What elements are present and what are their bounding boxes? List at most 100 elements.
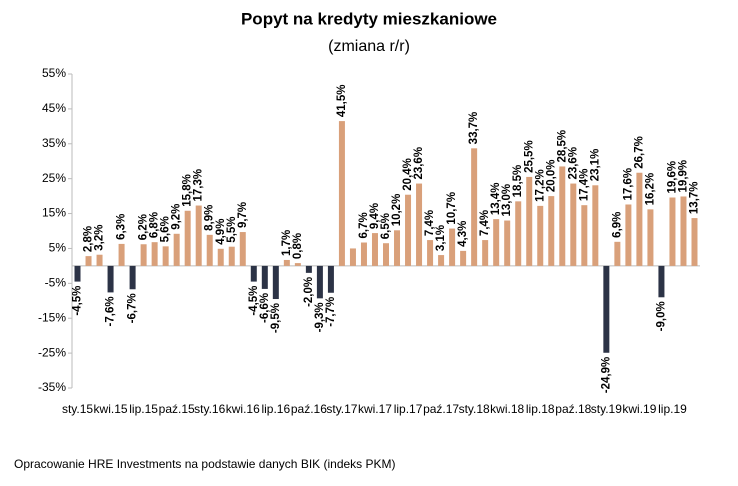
data-label: 15,8% xyxy=(182,174,194,207)
x-tick-label: sty.17 xyxy=(326,402,357,416)
bar xyxy=(680,196,687,266)
y-tick-label: 55% xyxy=(42,66,66,80)
data-label: 8,9% xyxy=(204,205,216,231)
bar xyxy=(239,232,246,266)
y-tick-label: 5% xyxy=(49,241,67,255)
data-label: 4,3% xyxy=(457,221,469,247)
bar xyxy=(305,265,312,273)
bar xyxy=(327,265,334,293)
data-label: -6,6% xyxy=(259,293,271,323)
bar xyxy=(537,205,544,266)
data-label: 19,6% xyxy=(666,161,678,194)
bar xyxy=(548,196,555,266)
bar xyxy=(515,201,522,266)
data-label: 1,7% xyxy=(281,230,293,256)
bar xyxy=(96,254,103,266)
data-label: 7,4% xyxy=(479,210,491,236)
bar xyxy=(261,265,268,289)
data-label: 23,1% xyxy=(589,149,601,182)
x-tick-label: kwi.19 xyxy=(622,402,656,416)
bar xyxy=(272,265,279,300)
bar xyxy=(338,121,345,266)
source-note: Opracowanie HRE Investments na podstawie… xyxy=(14,457,396,471)
data-label: 7,4% xyxy=(424,210,436,236)
bar xyxy=(217,248,224,266)
data-label: 13,4% xyxy=(490,183,502,216)
bar xyxy=(559,166,566,266)
data-label: 3,2% xyxy=(94,225,106,251)
data-label: 23,6% xyxy=(413,147,425,180)
x-tick-label: kwi.17 xyxy=(358,402,392,416)
data-label: 9,4% xyxy=(369,203,381,229)
data-label: -4,5% xyxy=(248,286,260,316)
data-label: 10,2% xyxy=(391,194,403,227)
data-label: 6,9% xyxy=(611,212,623,238)
x-tick-label: lip.19 xyxy=(658,402,687,416)
bar xyxy=(405,194,412,266)
y-tick-label: 35% xyxy=(42,136,66,150)
data-label: -9,0% xyxy=(655,301,667,331)
bar xyxy=(416,183,423,266)
x-tick-label: kwi.18 xyxy=(490,402,524,416)
y-tick-label: 25% xyxy=(42,171,66,185)
bar xyxy=(162,246,169,266)
data-label: 17,2% xyxy=(534,169,546,202)
y-tick-label: -15% xyxy=(38,310,66,324)
bar xyxy=(438,255,445,266)
bar xyxy=(526,176,533,266)
bar xyxy=(184,210,191,266)
data-label: 13,7% xyxy=(689,181,701,214)
bar xyxy=(581,205,588,266)
bar xyxy=(493,219,500,266)
data-label: 16,2% xyxy=(644,173,656,206)
data-label: 13,0% xyxy=(501,184,513,217)
bar xyxy=(669,197,676,266)
x-tick-label: paź.17 xyxy=(423,402,459,416)
x-tick-label: sty.19 xyxy=(591,402,622,416)
bar xyxy=(647,209,654,266)
bar xyxy=(250,265,257,282)
x-tick-label: sty.18 xyxy=(459,402,490,416)
y-tick-label: 15% xyxy=(42,206,66,220)
data-label: 9,7% xyxy=(237,202,249,228)
data-label: -9,3% xyxy=(314,302,326,332)
data-label: 0,8% xyxy=(292,233,304,259)
data-label: 17,6% xyxy=(622,168,634,201)
data-label: 6,2% xyxy=(138,214,150,240)
data-label: 25,5% xyxy=(523,140,535,173)
bar xyxy=(173,233,180,266)
bar xyxy=(349,248,356,266)
bar xyxy=(570,183,577,266)
bar xyxy=(625,204,632,266)
data-label: 28,5% xyxy=(556,130,568,163)
bar xyxy=(394,230,401,266)
data-label: -7,6% xyxy=(105,296,117,326)
x-tick-label: lip.18 xyxy=(526,402,555,416)
bar xyxy=(482,240,489,266)
bar xyxy=(592,185,599,266)
data-label: 19,9% xyxy=(678,160,690,193)
bar xyxy=(151,242,158,266)
data-label: -2,0% xyxy=(303,277,315,307)
data-label: 3,1% xyxy=(435,225,447,251)
data-label: 20,4% xyxy=(402,158,414,191)
data-label: 6,8% xyxy=(149,212,161,238)
bar xyxy=(206,234,213,266)
bar xyxy=(603,265,610,353)
bar xyxy=(316,265,323,299)
data-label: 5,5% xyxy=(226,216,238,242)
chart-subtitle: (zmiana r/r) xyxy=(328,38,410,55)
bar xyxy=(107,265,114,293)
bar xyxy=(195,205,202,266)
y-tick-label: -25% xyxy=(38,345,66,359)
bar xyxy=(85,256,92,266)
x-tick-label: kwi.15 xyxy=(94,402,128,416)
x-tick-label: lip.15 xyxy=(129,402,158,416)
y-tick-label: -35% xyxy=(38,380,66,394)
data-label: 18,5% xyxy=(512,165,524,198)
data-label: 2,8% xyxy=(83,226,95,252)
x-tick-label: lip.16 xyxy=(261,402,290,416)
bar xyxy=(427,240,434,266)
bar xyxy=(294,263,301,266)
